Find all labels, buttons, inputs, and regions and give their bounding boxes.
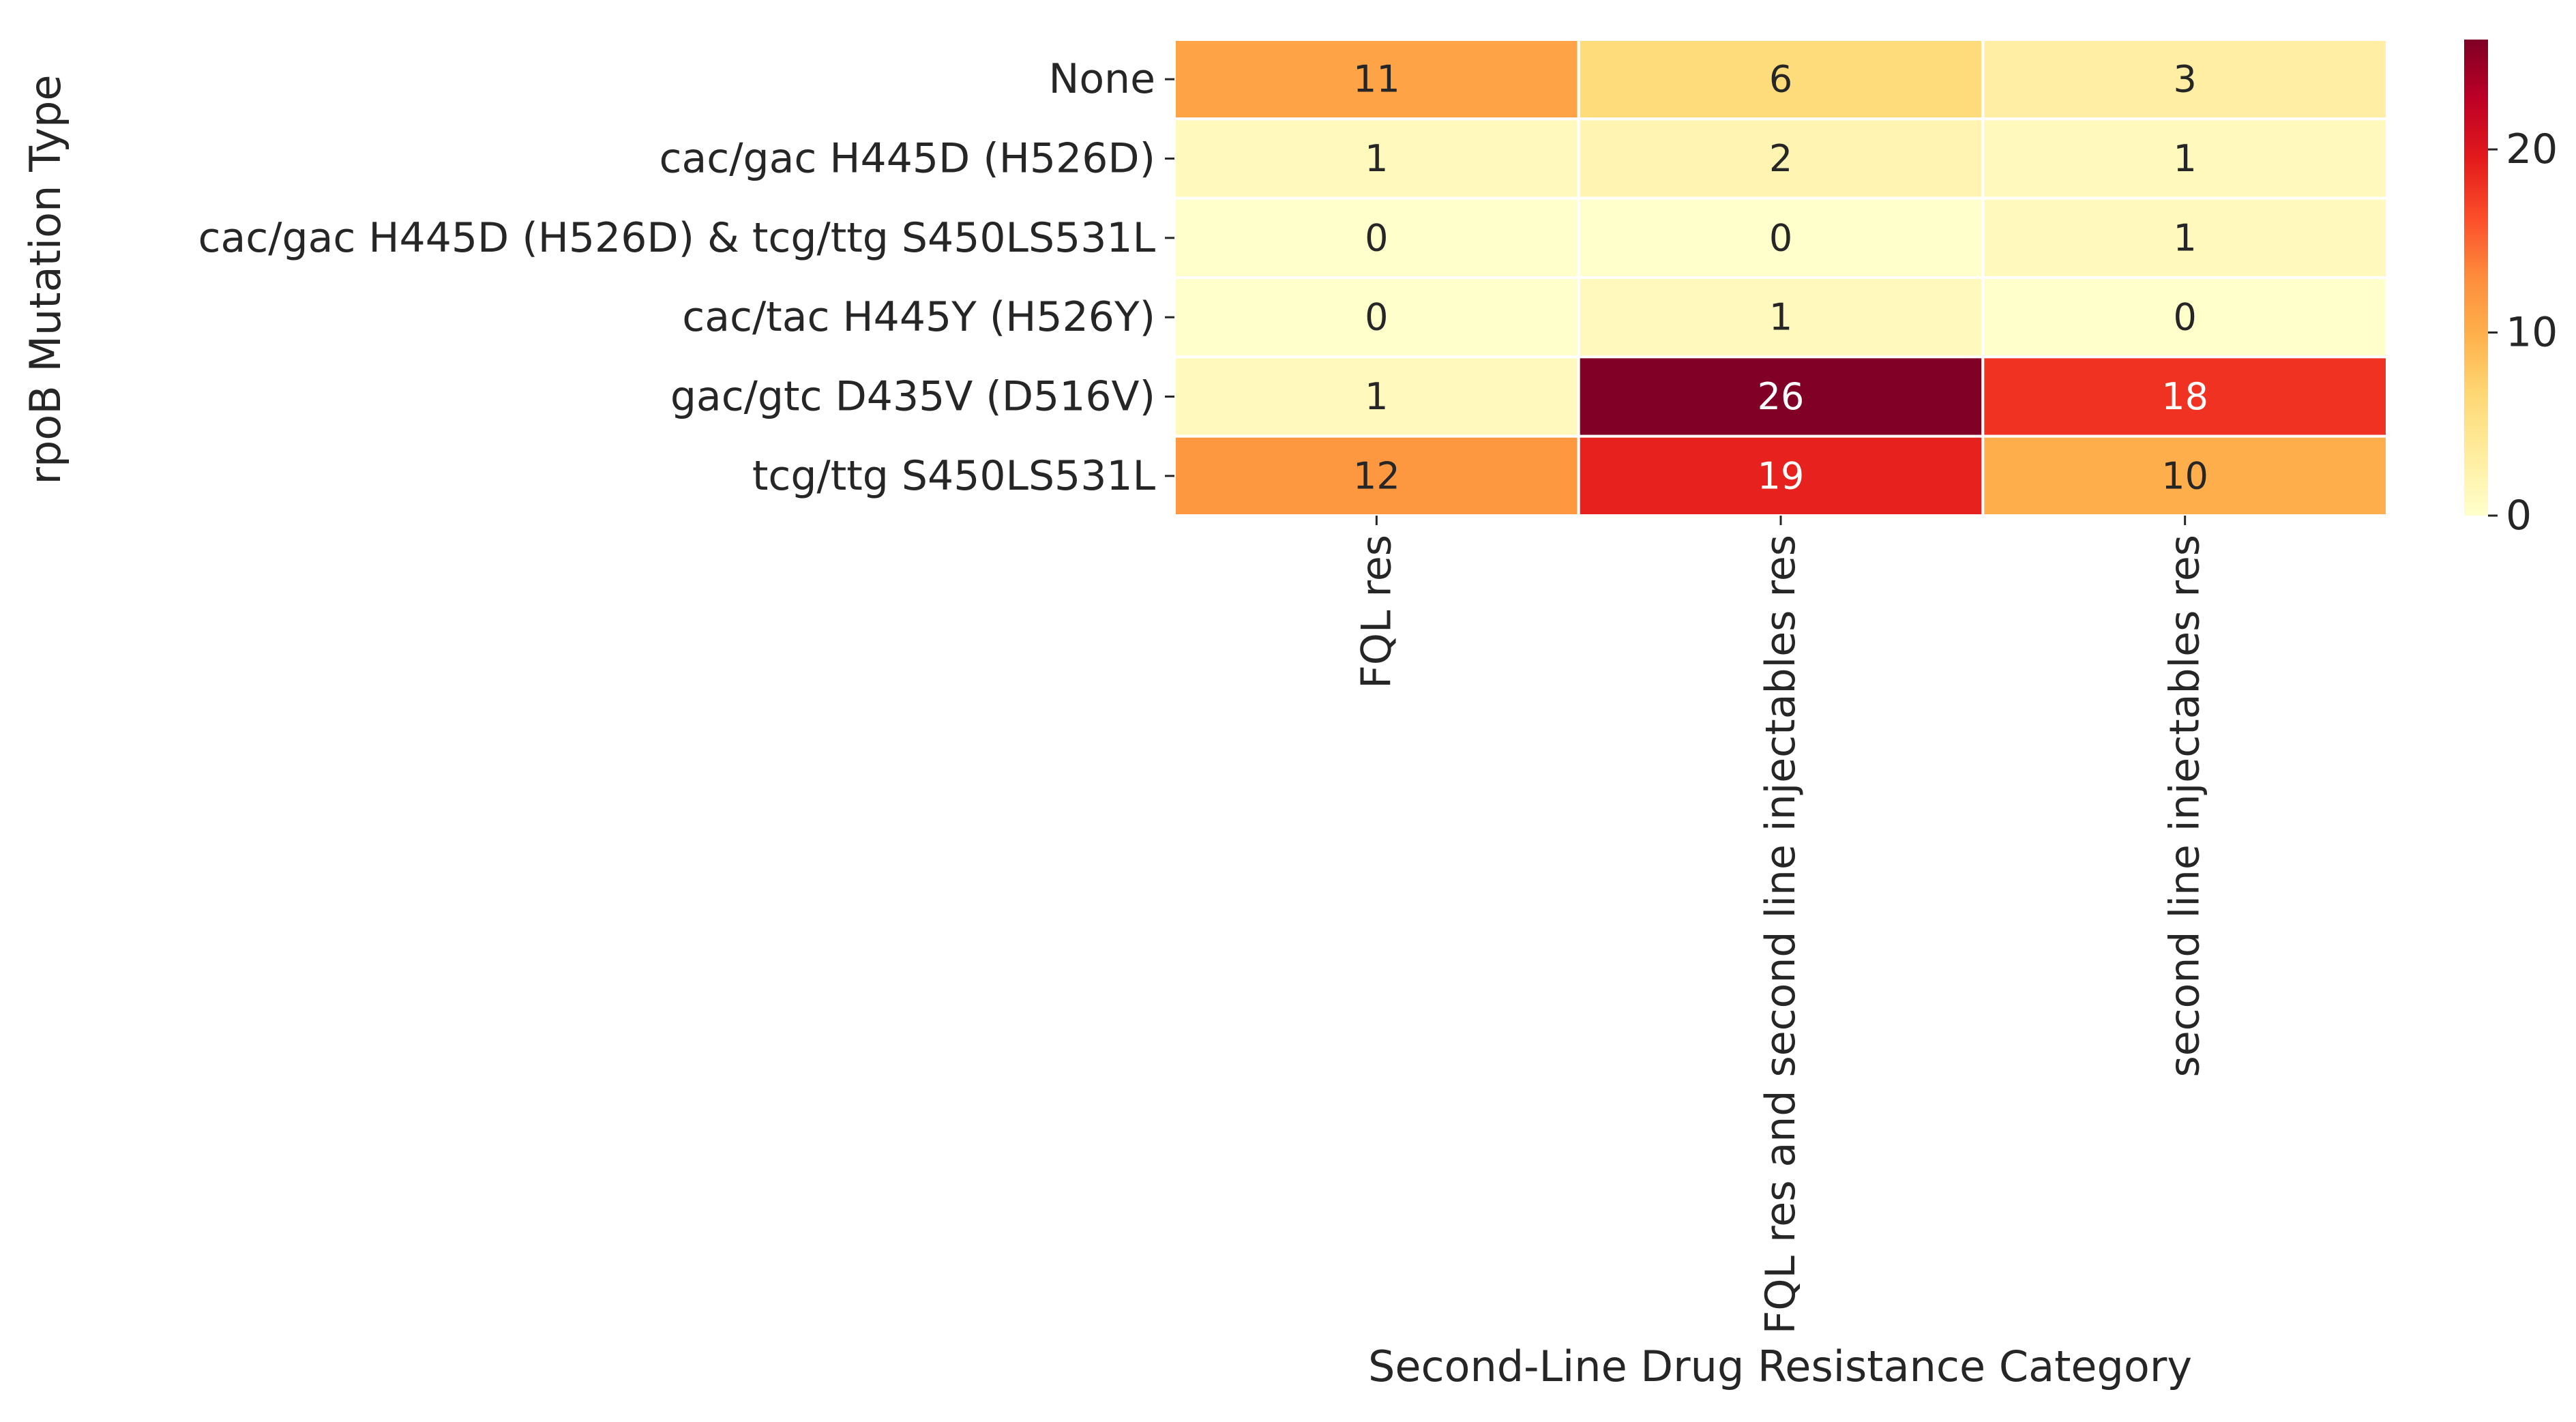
colorbar-tick-label-20: 20	[2506, 125, 2558, 173]
colorbar-tick-label-10: 10	[2506, 309, 2558, 357]
heatmap-cell-r0-c0	[1173, 38, 1580, 121]
cell-value-label-r4-c1: 26	[1758, 375, 1805, 418]
heatmap-cell-r2-c1	[1577, 196, 1985, 279]
cell-value-label-r2-c2: 1	[2173, 216, 2196, 259]
x-axis-label: Second-Line Drug Resistance Category	[1368, 1342, 2192, 1391]
x-tick-label-second-line-injectables-res: second line injectables res	[2161, 535, 2209, 1078]
heatmap-cell-r0-c1	[1577, 38, 1985, 121]
heatmap-cell-r3-c2	[1981, 276, 2388, 359]
y-tick-label-cac-tac-h445y-h526y: cac/tac H445Y (H526Y)	[682, 293, 1155, 341]
cell-value-label-r1-c0: 1	[1365, 137, 1388, 180]
heatmap-cell-r4-c1	[1577, 355, 1985, 438]
y-tick-label-none: None	[1048, 55, 1155, 103]
y-tick-label-cac-gac-h445d-h526d-tcg-ttg-s450ls531l: cac/gac H445D (H526D) & tcg/ttg S450LS53…	[198, 214, 1156, 262]
x-axis-ticks: FQL res FQL res and second line injectabl…	[1352, 516, 2209, 1334]
cell-value-label-r3-c0: 0	[1365, 296, 1388, 339]
x-tick-label-fql-res-and-second-line-injectables-res: FQL res and second line injectables res	[1757, 535, 1805, 1334]
heatmap-cell-r5-c1	[1577, 434, 1985, 518]
cell-value-label-r0-c2: 3	[2173, 58, 2196, 101]
cell-value-label-r5-c1: 19	[1758, 454, 1805, 497]
cell-value-label-r0-c1: 6	[1769, 58, 1792, 101]
cell-value-label-r3-c2: 0	[2173, 296, 2196, 339]
heatmap-cells	[1173, 38, 2388, 518]
cell-value-label-r4-c0: 1	[1365, 375, 1388, 418]
heatmap-cell-r0-c2	[1981, 38, 2388, 121]
y-axis-ticks: None cac/gac H445D (H526D) cac/gac H445D (…	[198, 55, 1174, 500]
y-tick-label-tcg-ttg-s450ls531l: tcg/ttg S450LS531L	[752, 452, 1156, 500]
x-tick-label-fql-res: FQL res	[1352, 535, 1400, 689]
cell-value-label-r1-c1: 2	[1769, 137, 1792, 180]
cell-value-label-r3-c1: 1	[1769, 296, 1792, 339]
heatmap-cell-r5-c2	[1981, 434, 2388, 518]
heatmap-cell-r1-c2	[1981, 117, 2388, 200]
cell-value-label-r5-c2: 10	[2161, 454, 2208, 497]
cell-value-label-r0-c0: 11	[1353, 58, 1400, 101]
cell-value-label-r4-c2: 18	[2161, 375, 2208, 418]
cell-value-label-r5-c0: 12	[1353, 454, 1400, 497]
cell-value-label-r1-c2: 1	[2173, 137, 2196, 180]
colorbar	[2464, 40, 2488, 516]
heatmap-cell-r3-c0	[1173, 276, 1580, 359]
colorbar-ticks: 0 10 20	[2488, 125, 2558, 539]
y-axis-label: rpoB Mutation Type	[20, 75, 70, 485]
y-tick-label-cac-gac-h445d-h526d: cac/gac H445D (H526D)	[660, 135, 1155, 183]
colorbar-tick-label-0: 0	[2506, 492, 2532, 539]
y-tick-label-gac-gtc-d435v-d516v: gac/gtc D435V (D516V)	[670, 373, 1155, 421]
cell-value-label-r2-c0: 0	[1365, 216, 1388, 259]
cell-value-label-r2-c1: 0	[1769, 216, 1792, 259]
